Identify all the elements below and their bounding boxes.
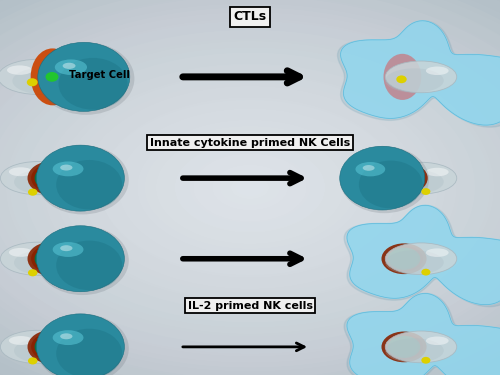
Ellipse shape [37,168,68,189]
Ellipse shape [50,345,56,349]
Ellipse shape [426,168,448,176]
Ellipse shape [37,248,68,269]
Text: Innate cytokine primed NK Cells: Innate cytokine primed NK Cells [150,138,350,147]
Ellipse shape [194,154,306,221]
Ellipse shape [38,168,67,188]
Ellipse shape [385,338,444,363]
Polygon shape [347,206,500,304]
Ellipse shape [62,75,438,300]
Ellipse shape [14,250,75,275]
Ellipse shape [382,243,426,274]
Ellipse shape [50,257,56,261]
Ellipse shape [385,68,444,93]
Ellipse shape [0,8,500,368]
Ellipse shape [100,98,400,278]
Ellipse shape [190,153,310,222]
Ellipse shape [52,162,84,176]
Ellipse shape [401,345,407,349]
Ellipse shape [42,339,64,354]
Ellipse shape [40,250,66,268]
Ellipse shape [398,254,410,263]
Ellipse shape [400,175,409,181]
Ellipse shape [48,175,58,181]
Ellipse shape [30,48,74,105]
Ellipse shape [40,338,66,356]
Ellipse shape [385,243,457,274]
Ellipse shape [56,160,122,210]
Ellipse shape [402,257,406,260]
Ellipse shape [56,241,122,290]
Polygon shape [347,294,500,375]
Ellipse shape [0,21,500,354]
Circle shape [36,226,124,292]
Ellipse shape [0,12,500,363]
Circle shape [422,269,430,276]
Ellipse shape [384,334,424,360]
Ellipse shape [50,176,56,180]
Ellipse shape [36,145,129,214]
Ellipse shape [58,58,128,110]
Circle shape [38,42,130,111]
Ellipse shape [42,171,63,185]
Circle shape [422,357,430,364]
Ellipse shape [175,144,325,231]
Ellipse shape [388,336,420,358]
Ellipse shape [0,59,77,94]
Ellipse shape [34,246,71,271]
Ellipse shape [381,162,428,194]
Ellipse shape [55,60,87,75]
Ellipse shape [340,146,429,213]
Ellipse shape [0,242,75,275]
Ellipse shape [385,331,457,363]
Ellipse shape [392,251,415,267]
Ellipse shape [9,336,32,345]
Ellipse shape [384,165,424,192]
Ellipse shape [138,120,362,255]
Ellipse shape [9,248,32,257]
Ellipse shape [394,252,413,266]
Ellipse shape [391,169,417,187]
Ellipse shape [25,53,475,322]
Ellipse shape [34,334,71,359]
Ellipse shape [25,56,475,319]
Ellipse shape [70,82,430,292]
Ellipse shape [36,226,129,295]
Ellipse shape [212,165,288,210]
Ellipse shape [46,342,60,352]
Text: CTLs: CTLs [234,10,266,23]
Ellipse shape [40,65,460,310]
Circle shape [340,146,425,210]
Ellipse shape [426,248,448,257]
Ellipse shape [392,339,415,355]
Ellipse shape [81,86,419,289]
Ellipse shape [28,330,78,364]
Ellipse shape [130,117,370,258]
Ellipse shape [56,329,122,375]
Ellipse shape [9,167,32,176]
Ellipse shape [31,332,74,362]
Ellipse shape [48,255,58,262]
Ellipse shape [45,254,60,264]
Ellipse shape [392,170,416,186]
Ellipse shape [46,254,60,264]
Ellipse shape [0,4,500,371]
Ellipse shape [49,344,56,350]
Circle shape [28,357,38,364]
Ellipse shape [34,166,70,190]
Ellipse shape [45,173,60,183]
Ellipse shape [394,171,414,185]
Ellipse shape [398,342,410,351]
Ellipse shape [362,165,374,171]
Ellipse shape [31,164,74,193]
Ellipse shape [52,330,84,345]
Ellipse shape [48,344,58,350]
Polygon shape [340,21,500,125]
Ellipse shape [397,173,411,183]
Ellipse shape [390,249,418,268]
